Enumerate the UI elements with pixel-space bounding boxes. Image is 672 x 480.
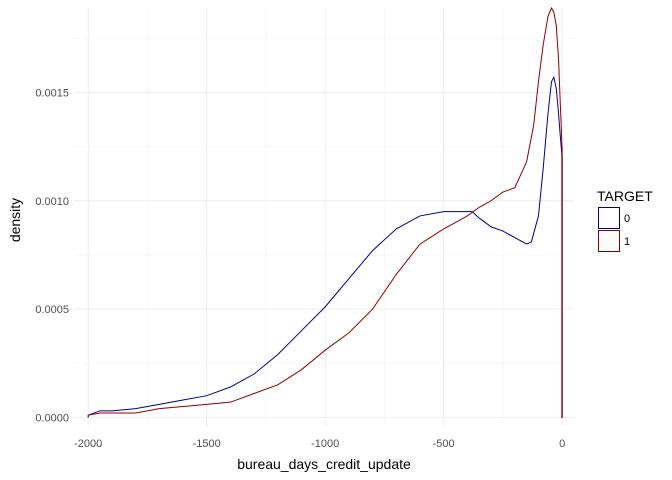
x-tick-label: 0 [559,438,565,450]
y-axis-title: density [7,198,23,242]
legend-label-0: 0 [624,213,630,225]
legend: TARGET 0 1 [597,188,653,252]
grid-lines [74,8,574,426]
density-line-series-1 [87,6,563,418]
y-axis-ticks: 0.0000 0.0005 0.0010 0.0015 [35,87,69,424]
y-tick-label: 0.0005 [35,304,69,316]
series-layer [87,6,563,418]
density-line-series-0 [87,75,563,418]
legend-label-1: 1 [624,236,630,248]
x-tick-label: -2000 [74,438,102,450]
x-tick-label: -500 [433,438,455,450]
y-tick-label: 0.0000 [35,412,69,424]
x-tick-label: -1500 [193,438,221,450]
legend-title: TARGET [597,188,653,204]
x-axis-title: bureau_days_credit_update [237,456,411,472]
y-tick-label: 0.0010 [35,196,69,208]
x-axis-ticks: -2000 -1500 -1000 -500 0 [74,438,565,450]
legend-key-0 [598,207,620,229]
y-tick-label: 0.0015 [35,87,69,99]
legend-key-1 [598,230,620,252]
x-tick-label: -1000 [311,438,339,450]
